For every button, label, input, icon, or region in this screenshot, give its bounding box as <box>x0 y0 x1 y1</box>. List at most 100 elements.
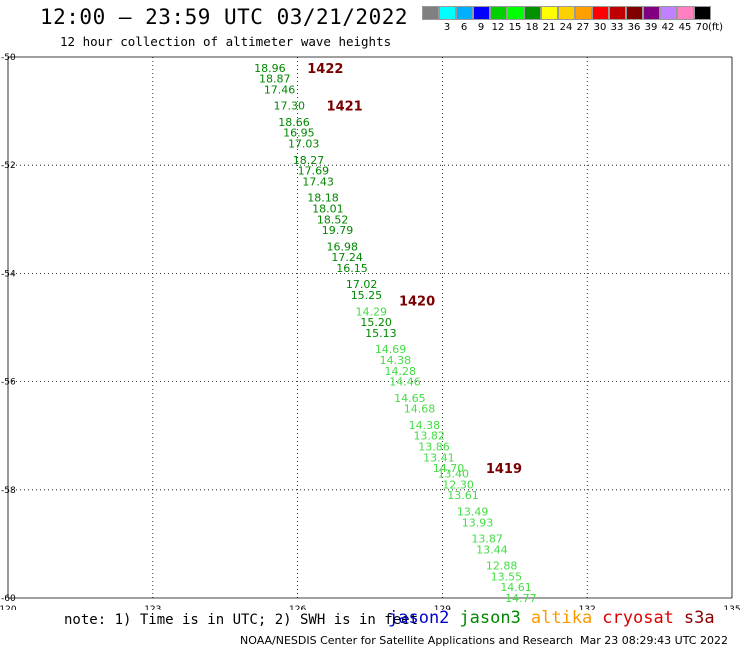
wave-height-value: 19.79 <box>322 224 354 237</box>
legend-bin-label: 6 <box>460 22 468 33</box>
legend-bin-label: 24 <box>559 22 573 33</box>
wave-height-value: 17.02 <box>346 278 378 291</box>
legend-swatch <box>626 6 643 20</box>
wave-height-value: 14.29 <box>356 305 388 318</box>
legend-bin-label: 36 <box>627 22 641 33</box>
lon-tick-label: 135 <box>723 605 740 610</box>
legend-swatch <box>524 6 541 20</box>
wave-height-value: 17.03 <box>288 138 320 151</box>
legend-swatch <box>473 6 490 20</box>
legend-swatch <box>694 6 711 20</box>
legend-unit: (ft) <box>708 22 724 33</box>
axis-ticks: 120 123 126 129 132 135 -50 -52 -54 -56 -58 -60 <box>0 53 740 610</box>
wave-height-value: 14.61 <box>500 581 532 594</box>
legend-bin-label: 12 <box>491 22 505 33</box>
legend-bin-label: 15 <box>508 22 522 33</box>
wave-height-value: 18.01 <box>312 202 344 215</box>
lat-tick-label: -58 <box>1 486 16 496</box>
wave-height-value: 15.25 <box>351 289 383 302</box>
satellite-name: jason3 <box>459 608 521 628</box>
pass-number-label: 1421 <box>327 100 363 115</box>
wave-height-value: 14.46 <box>389 376 421 389</box>
legend-bin-label: 18 <box>525 22 539 33</box>
wave-height-value: 17.24 <box>331 251 363 264</box>
wave-height-value: 17.30 <box>273 100 305 113</box>
legend-bin-label: 9 <box>477 22 485 33</box>
legend-swatch <box>541 6 558 20</box>
wave-height-value: 18.87 <box>259 73 291 86</box>
legend-swatch <box>609 6 626 20</box>
legend-bin-label: 33 <box>610 22 624 33</box>
wave-height-value: 18.52 <box>317 213 349 226</box>
altimeter-map: 120 123 126 129 132 135 -50 -52 -54 -56 -58 -60 18.… <box>0 53 740 610</box>
legend-swatch <box>422 6 439 20</box>
lat-tick-label: -60 <box>1 594 16 604</box>
lat-lon-grid <box>7 56 733 599</box>
legend-swatch <box>507 6 524 20</box>
wave-height-value: 17.69 <box>298 165 330 178</box>
wave-height-value: 13.61 <box>447 489 479 502</box>
legend-swatch <box>575 6 592 20</box>
legend-bin-label: 39 <box>644 22 658 33</box>
legend-swatch <box>677 6 694 20</box>
legend-swatch <box>643 6 660 20</box>
lon-tick-label: 126 <box>289 605 306 610</box>
wave-height-value: 12.88 <box>486 560 517 573</box>
legend-swatch <box>490 6 507 20</box>
wave-height-value: 13.49 <box>457 505 489 518</box>
wave-height-value: 13.87 <box>471 532 503 545</box>
wave-height-value: 13.40 <box>438 468 470 481</box>
wave-height-value: 13.93 <box>462 516 494 529</box>
satellite-name: altika <box>530 608 593 628</box>
wave-height-value: 17.43 <box>302 175 334 188</box>
legend-bin-label: 30 <box>593 22 607 33</box>
legend-swatch <box>439 6 456 20</box>
lon-tick-label: 120 <box>0 605 17 610</box>
legend-bin-label: 27 <box>576 22 590 33</box>
wave-height-value: 16.98 <box>327 240 359 253</box>
legend-bin-label: 3 <box>443 22 451 33</box>
legend-bin-label: 21 <box>542 22 556 33</box>
wave-height-value: 13.82 <box>413 430 445 443</box>
satellite-name: jason2 <box>388 608 450 628</box>
wave-height-value: 13.41 <box>423 451 455 464</box>
legend-bin-label: 42 <box>661 22 675 33</box>
lon-tick-label: 123 <box>144 605 161 610</box>
wave-height-value: 14.65 <box>394 392 426 405</box>
legend-swatch <box>660 6 677 20</box>
wave-height-value: 15.20 <box>360 316 392 329</box>
wave-height-value: 14.69 <box>375 343 407 356</box>
lon-tick-label: 129 <box>434 605 451 610</box>
satellite-legend: jason2 jason3 altika cryosat s3a <box>388 608 725 628</box>
generated-timestamp: Mar 23 08:29:43 UTC 2022 <box>580 634 728 647</box>
wave-height-value: 14.38 <box>380 354 412 367</box>
wave-height-value: 18.18 <box>307 192 339 205</box>
pass-number-label: 1419 <box>486 462 522 477</box>
pass-number-label: 1422 <box>307 62 343 77</box>
wave-height-value: 13.55 <box>491 570 522 583</box>
map-subtitle: 12 hour collection of altimeter wave hei… <box>60 34 392 49</box>
wave-height-value: 18.96 <box>254 62 286 75</box>
wave-height-value: 14.70 <box>433 462 465 475</box>
lon-tick-label: 132 <box>579 605 596 610</box>
pass-number-label: 1420 <box>399 294 435 309</box>
wave-height-value: 13.86 <box>418 441 450 454</box>
lat-tick-label: -50 <box>1 53 16 63</box>
wave-height-value: 12.30 <box>442 478 474 491</box>
wave-height-value: 15.13 <box>365 327 397 340</box>
wave-height-value: 18.27 <box>293 154 325 167</box>
wave-height-value: 13.44 <box>476 543 508 556</box>
legend-bin-label: 70 <box>695 22 709 33</box>
satellite-name: cryosat <box>602 608 674 628</box>
wave-height-value: 14.77 <box>505 592 537 605</box>
lat-tick-label: -52 <box>1 161 16 171</box>
wave-height-value: 14.68 <box>404 403 436 416</box>
wave-height-value: 16.15 <box>336 262 368 275</box>
pass-labels: 1422 1421 1420 1419 <box>307 62 522 477</box>
lat-tick-label: -54 <box>1 269 16 279</box>
wave-height-value: 16.95 <box>283 127 315 140</box>
legend-swatch <box>592 6 609 20</box>
wave-height-value: 18.66 <box>278 116 310 129</box>
wave-height-value: 14.38 <box>409 419 441 432</box>
map-title: 12:00 — 23:59 UTC 03/21/2022 <box>40 5 409 29</box>
